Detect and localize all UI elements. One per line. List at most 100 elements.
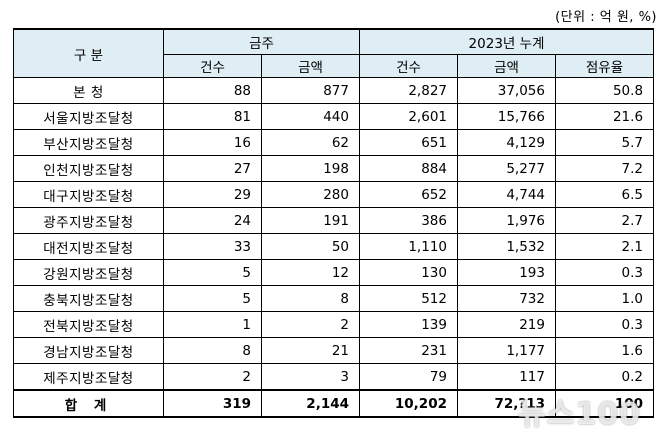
weekly-count: 33 [163, 233, 262, 260]
row-name: 대전지방조달청 [13, 233, 164, 260]
row-name: 광주지방조달청 [13, 207, 164, 234]
weekly-amount: 198 [261, 155, 360, 182]
watermark-logo: 뉴스100 [518, 397, 641, 432]
table-row: 부산지방조달청 16 62 651 4,129 5.7 [13, 129, 655, 156]
row-name: 강원지방조달청 [13, 259, 164, 286]
weekly-amount: 21 [261, 337, 360, 364]
table-row: 충북지방조달청 5 8 512 732 1.0 [13, 285, 655, 312]
weekly-amount: 12 [261, 259, 360, 286]
table-row: 대구지방조달청 29 280 652 4,744 6.5 [13, 181, 655, 208]
unit-note: (단위 : 억 원, %) [555, 10, 657, 25]
row-name: 서울지방조달청 [13, 103, 164, 130]
total-weekly-amount: 2,144 [261, 389, 360, 418]
cumulative-count: 651 [359, 129, 458, 156]
cumulative-count: 1,110 [359, 233, 458, 260]
row-name: 대구지방조달청 [13, 181, 164, 208]
cumulative-amount: 5,277 [457, 155, 556, 182]
cumulative-count: 512 [359, 285, 458, 312]
weekly-count: 81 [163, 103, 262, 130]
weekly-count: 5 [163, 259, 262, 286]
cumulative-amount: 4,744 [457, 181, 556, 208]
cumulative-count: 139 [359, 311, 458, 338]
weekly-count: 27 [163, 155, 262, 182]
table-row: 제주지방조달청 2 3 79 117 0.2 [13, 363, 655, 391]
weekly-amount: 2 [261, 311, 360, 338]
weekly-amount: 62 [261, 129, 360, 156]
weekly-count: 16 [163, 129, 262, 156]
weekly-count: 8 [163, 337, 262, 364]
row-name: 인천지방조달청 [13, 155, 164, 182]
weekly-count: 29 [163, 181, 262, 208]
table-row: 서울지방조달청 81 440 2,601 15,766 21.6 [13, 103, 655, 130]
share: 0.3 [554, 311, 655, 338]
weekly-count: 24 [163, 207, 262, 234]
weekly-amount: 440 [261, 103, 360, 130]
header-weekly-amount: 금액 [261, 54, 360, 78]
total-weekly-count: 319 [163, 389, 262, 418]
cumulative-amount: 1,177 [457, 337, 556, 364]
table-row: 대전지방조달청 33 50 1,110 1,532 2.1 [13, 233, 655, 260]
table-row: 본 청 88 877 2,827 37,056 50.8 [13, 77, 655, 104]
cumulative-count: 652 [359, 181, 458, 208]
cumulative-count: 2,601 [359, 103, 458, 130]
share: 50.8 [554, 77, 655, 104]
header-cumulative: 2023년 누계 [358, 28, 655, 55]
share: 2.1 [554, 233, 655, 260]
table-row: 인천지방조달청 27 198 884 5,277 7.2 [13, 155, 655, 182]
table-row: 강원지방조달청 5 12 130 193 0.3 [13, 259, 655, 286]
total-row: 합 계 319 2,144 10,202 72,?13 100 [13, 389, 655, 418]
share: 0.3 [554, 259, 655, 286]
share: 1.0 [554, 285, 655, 312]
share: 7.2 [554, 155, 655, 182]
weekly-amount: 8 [261, 285, 360, 312]
cumulative-count: 79 [359, 363, 458, 391]
cumulative-count: 386 [359, 207, 458, 234]
cumulative-count: 231 [359, 337, 458, 364]
row-name: 본 청 [13, 77, 164, 104]
share: 5.7 [554, 129, 655, 156]
header-weekly-count: 건수 [163, 54, 262, 78]
cumulative-amount: 732 [457, 285, 556, 312]
total-share: 100 [554, 389, 655, 418]
cumulative-amount: 219 [457, 311, 556, 338]
row-name: 제주지방조달청 [13, 363, 164, 391]
header-cumulative-amount: 금액 [457, 54, 556, 78]
cumulative-count: 130 [359, 259, 458, 286]
share: 6.5 [554, 181, 655, 208]
cumulative-amount: 1,532 [457, 233, 556, 260]
weekly-amount: 50 [261, 233, 360, 260]
cumulative-count: 884 [359, 155, 458, 182]
header-category: 구 분 [13, 28, 164, 78]
row-name: 충북지방조달청 [13, 285, 164, 312]
row-name: 경남지방조달청 [13, 337, 164, 364]
share: 0.2 [554, 363, 655, 391]
header-weekly: 금주 [163, 28, 360, 55]
header-cumulative-count: 건수 [359, 54, 458, 78]
cumulative-amount: 193 [457, 259, 556, 286]
weekly-count: 5 [163, 285, 262, 312]
total-cumulative-count: 10,202 [359, 389, 458, 418]
table-row: 경남지방조달청 8 21 231 1,177 1.6 [13, 337, 655, 364]
weekly-count: 1 [163, 311, 262, 338]
cumulative-amount: 37,056 [457, 77, 556, 104]
procurement-table: 구 분 금주 2023년 누계 건수 금액 건수 금액 점유율 본 청 88 8… [13, 28, 655, 418]
weekly-amount: 280 [261, 181, 360, 208]
total-label: 합 계 [13, 389, 164, 418]
header-share: 점유율 [554, 54, 655, 78]
table-row: 광주지방조달청 24 191 386 1,976 2.7 [13, 207, 655, 234]
row-name: 부산지방조달청 [13, 129, 164, 156]
cumulative-amount: 15,766 [457, 103, 556, 130]
weekly-amount: 191 [261, 207, 360, 234]
share: 21.6 [554, 103, 655, 130]
table-row: 전북지방조달청 1 2 139 219 0.3 [13, 311, 655, 338]
cumulative-count: 2,827 [359, 77, 458, 104]
cumulative-amount: 117 [457, 363, 556, 391]
weekly-count: 88 [163, 77, 262, 104]
weekly-amount: 3 [261, 363, 360, 391]
cumulative-amount: 4,129 [457, 129, 556, 156]
share: 2.7 [554, 207, 655, 234]
weekly-count: 2 [163, 363, 262, 391]
share: 1.6 [554, 337, 655, 364]
row-name: 전북지방조달청 [13, 311, 164, 338]
weekly-amount: 877 [261, 77, 360, 104]
